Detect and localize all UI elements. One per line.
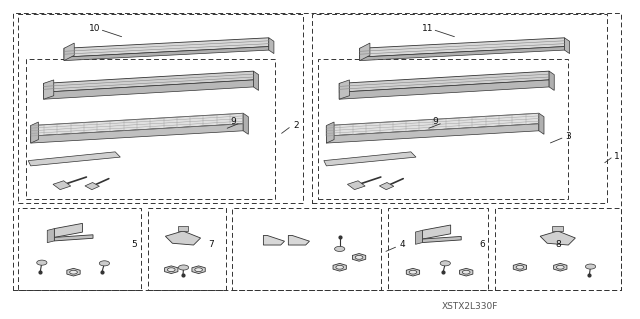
Circle shape (516, 265, 524, 269)
Polygon shape (326, 113, 539, 136)
Polygon shape (422, 236, 461, 242)
Polygon shape (339, 80, 349, 99)
Polygon shape (192, 266, 205, 274)
Polygon shape (406, 268, 420, 276)
Polygon shape (554, 263, 567, 271)
Bar (18, 208, 141, 290)
Polygon shape (324, 152, 416, 166)
Polygon shape (552, 226, 563, 231)
Polygon shape (339, 71, 549, 92)
Bar (26, 59, 275, 199)
Polygon shape (31, 122, 38, 143)
Circle shape (462, 270, 470, 274)
Bar (318, 59, 568, 199)
Polygon shape (289, 235, 310, 245)
Circle shape (99, 261, 109, 266)
Polygon shape (549, 71, 554, 91)
Circle shape (586, 264, 596, 269)
Polygon shape (348, 181, 365, 189)
Polygon shape (47, 229, 54, 243)
Polygon shape (422, 225, 451, 239)
Polygon shape (67, 268, 80, 276)
Circle shape (70, 270, 77, 274)
Polygon shape (513, 263, 527, 271)
Text: 2: 2 (293, 121, 298, 130)
Polygon shape (164, 266, 178, 274)
Text: 9: 9 (433, 117, 438, 126)
Polygon shape (326, 124, 539, 143)
Polygon shape (360, 38, 564, 57)
Text: 4: 4 (399, 241, 404, 249)
Circle shape (179, 265, 189, 270)
Text: 6: 6 (479, 241, 484, 249)
Polygon shape (540, 231, 575, 245)
Bar (312, 14, 607, 203)
Text: 3: 3 (566, 132, 571, 141)
Polygon shape (64, 43, 74, 61)
Polygon shape (360, 43, 370, 61)
Circle shape (335, 246, 345, 251)
Polygon shape (44, 80, 253, 99)
Bar (495, 208, 621, 290)
Circle shape (36, 260, 47, 265)
Text: 1: 1 (614, 152, 620, 161)
Circle shape (336, 265, 344, 269)
Circle shape (168, 268, 175, 272)
Text: 7: 7 (209, 241, 214, 249)
Polygon shape (54, 223, 83, 237)
Polygon shape (353, 254, 365, 261)
Text: 8: 8 (556, 241, 561, 249)
Text: 9: 9 (231, 117, 236, 126)
Polygon shape (243, 113, 248, 134)
Polygon shape (54, 235, 93, 241)
Circle shape (440, 261, 451, 266)
Polygon shape (31, 113, 243, 136)
Polygon shape (44, 80, 54, 99)
Polygon shape (85, 182, 99, 190)
Polygon shape (269, 38, 274, 54)
Bar (18, 14, 303, 203)
Polygon shape (44, 71, 253, 92)
Polygon shape (333, 263, 346, 271)
Bar (13, 13, 621, 290)
Circle shape (556, 265, 564, 269)
Polygon shape (165, 231, 200, 245)
Polygon shape (53, 181, 71, 189)
Bar (148, 208, 226, 290)
Text: 10: 10 (89, 24, 100, 33)
Polygon shape (64, 47, 269, 61)
Polygon shape (178, 226, 188, 231)
Circle shape (355, 256, 363, 259)
Polygon shape (64, 38, 269, 57)
Circle shape (409, 270, 417, 274)
Polygon shape (380, 182, 394, 190)
Polygon shape (31, 124, 243, 143)
Polygon shape (460, 268, 473, 276)
Text: 11: 11 (422, 24, 433, 33)
Text: XSTX2L330F: XSTX2L330F (442, 302, 499, 311)
Polygon shape (415, 230, 422, 244)
Bar (388, 208, 488, 290)
Polygon shape (360, 47, 564, 61)
Circle shape (195, 268, 202, 272)
Polygon shape (564, 38, 570, 54)
Bar (232, 208, 381, 290)
Polygon shape (539, 113, 544, 134)
Text: 5: 5 (132, 241, 137, 249)
Polygon shape (264, 235, 285, 245)
Polygon shape (28, 152, 120, 166)
Polygon shape (253, 71, 259, 91)
Polygon shape (326, 122, 334, 143)
Polygon shape (339, 80, 549, 99)
